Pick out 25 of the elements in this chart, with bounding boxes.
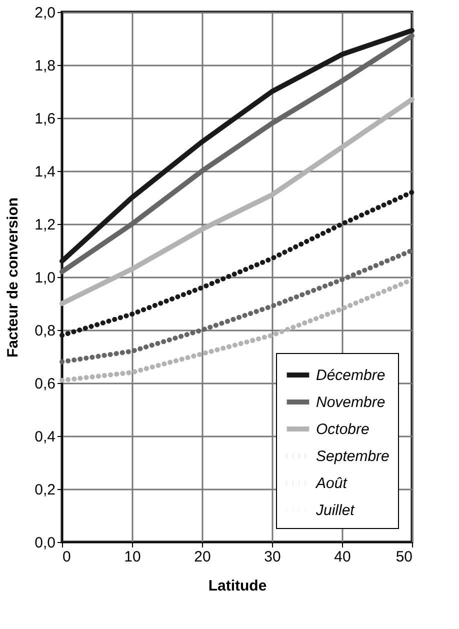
y-tick-label: 1,6 xyxy=(34,110,56,128)
legend-label: Septembre xyxy=(316,448,390,465)
x-tick-label: 0 xyxy=(62,548,71,566)
legend-label: Août xyxy=(315,475,348,492)
y-tick-label: 1,0 xyxy=(34,270,56,286)
legend-label: Juillet xyxy=(315,502,356,519)
legend-label: Novembre xyxy=(316,394,386,411)
y-tick-label: 1,4 xyxy=(34,164,56,180)
y-tick-label: 0,2 xyxy=(34,482,56,498)
y-tick-label: 0,8 xyxy=(34,322,56,340)
legend-label: Octobre xyxy=(316,421,370,438)
y-tick-label: 0,6 xyxy=(34,376,56,392)
y-tick-label: 0,4 xyxy=(34,428,56,446)
x-tick-label: 10 xyxy=(124,548,141,566)
x-axis-title: Latitude xyxy=(208,578,267,594)
x-tick-label: 20 xyxy=(194,548,211,566)
x-tick-label: 50 xyxy=(396,548,412,566)
y-axis-title: Facteur de conversion xyxy=(4,197,22,358)
y-tick-label: 1,8 xyxy=(34,58,56,74)
y-tick-label: 2,0 xyxy=(34,4,56,22)
y-tick-label: 1,2 xyxy=(34,216,56,234)
x-tick-label: 30 xyxy=(264,548,281,566)
y-tick-label: 0,0 xyxy=(34,534,56,552)
legend-label: Décembre xyxy=(316,367,386,384)
x-tick-label: 40 xyxy=(334,548,351,566)
